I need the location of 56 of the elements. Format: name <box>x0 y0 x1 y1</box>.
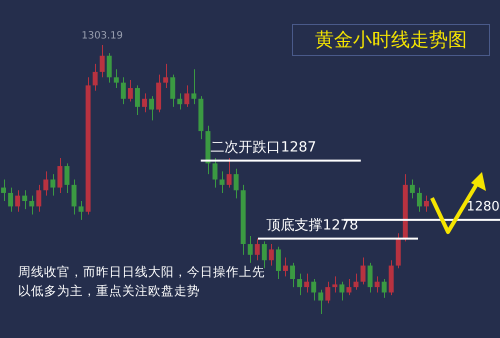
candlestick <box>15 190 20 212</box>
candlestick <box>191 68 196 105</box>
text: 1280 <box>466 200 500 215</box>
candlestick <box>332 276 338 293</box>
candlestick <box>226 157 232 188</box>
candlestick <box>416 187 422 212</box>
candlestick <box>318 289 324 314</box>
candlestick <box>8 187 14 212</box>
candlestick <box>374 276 380 293</box>
candlestick <box>382 278 387 298</box>
candlestick <box>64 162 70 194</box>
candlestick <box>297 273 302 296</box>
candlestick <box>311 278 316 302</box>
text: 1303.19 <box>82 30 123 42</box>
candlestick <box>120 76 126 105</box>
candlestick <box>43 170 48 196</box>
candlestick <box>29 195 34 215</box>
annotation: 周线收官，而昨日日线大阳，今日操作上先以低多为主，重点关注欧盘走势 <box>18 263 266 300</box>
candlestick <box>346 278 352 296</box>
annotation: 二次开跌口1287 <box>210 139 316 156</box>
candlestick <box>290 262 296 288</box>
candlestick <box>50 174 56 196</box>
candlestick <box>100 44 105 78</box>
candlestick <box>254 238 260 261</box>
candlestick <box>22 190 28 210</box>
candlestick <box>57 157 62 194</box>
candlestick <box>276 246 281 280</box>
candlestick <box>170 74 176 108</box>
candlestick <box>354 273 358 290</box>
candlestick <box>424 195 429 212</box>
candlestick <box>134 84 140 116</box>
candlestick <box>368 262 373 293</box>
candlestick <box>410 179 415 199</box>
candlestick <box>212 157 218 188</box>
candlestick <box>114 68 119 89</box>
candlestick <box>36 184 42 212</box>
candlestick <box>248 235 253 264</box>
candlestick <box>184 84 190 108</box>
candlestick <box>304 273 310 293</box>
candlestick <box>106 52 112 84</box>
candlestick <box>78 200 84 220</box>
candlestick <box>142 92 147 113</box>
candlestick <box>92 63 98 92</box>
candlestick <box>268 244 274 266</box>
candlestick <box>325 281 330 304</box>
candlestick <box>283 257 288 277</box>
chart-title: 黄金小时线走势图 <box>292 24 490 56</box>
candlestick <box>234 168 239 199</box>
candlestick <box>149 96 154 121</box>
candlestick <box>339 281 344 302</box>
candlestick <box>128 79 133 102</box>
candlestick <box>163 63 168 89</box>
candlestick <box>1 179 6 202</box>
candlestick <box>220 170 225 194</box>
candlestick <box>72 179 76 215</box>
candlestick <box>360 257 366 285</box>
